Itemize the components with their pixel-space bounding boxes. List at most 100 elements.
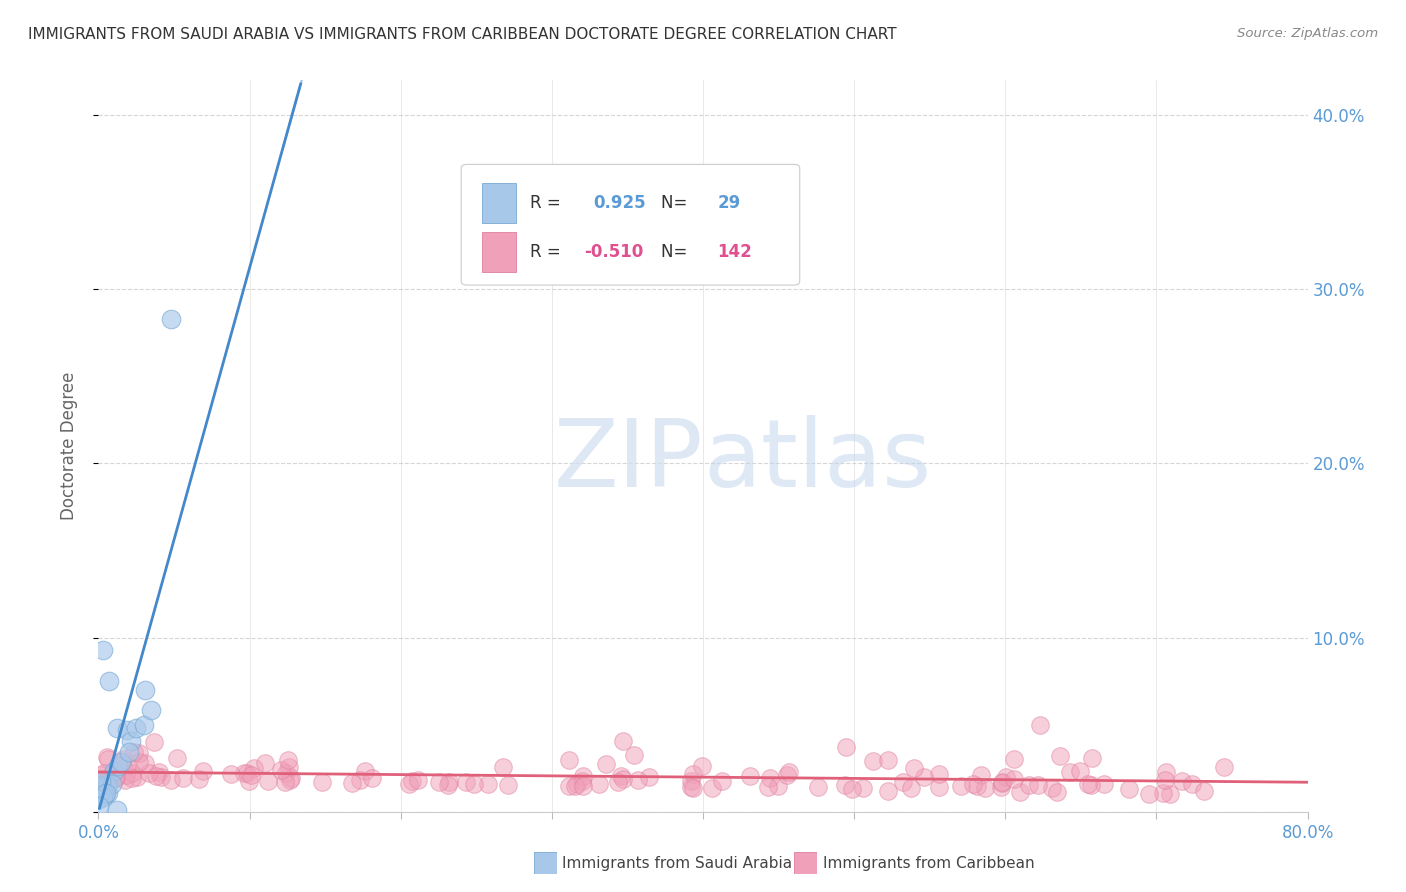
Point [612,772,634,786]
Point [738,769,761,783]
Point [120,734,142,748]
Point [994,770,1017,784]
Point [125,721,148,735]
Point [111,752,134,766]
Point [105,803,128,817]
Point [361,771,384,785]
Point [97,786,120,800]
Point [1154,764,1177,779]
Point [1152,787,1174,801]
Point [160,311,183,326]
Point [1077,777,1099,791]
Point [990,775,1012,789]
Point [97,772,120,787]
Text: R =: R = [530,194,567,212]
Point [311,774,333,789]
Point [437,774,460,789]
Point [862,754,884,768]
Text: Immigrants from Caribbean: Immigrants from Caribbean [823,856,1035,871]
Point [759,771,782,785]
Point [91,642,114,657]
Point [191,764,214,778]
Point [278,760,301,774]
Point [623,748,645,763]
Point [398,777,420,791]
Point [172,771,194,785]
Point [354,764,377,778]
Point [94,788,117,802]
Point [852,780,875,795]
Point [1153,773,1175,788]
Point [571,773,593,788]
Point [609,768,631,782]
Point [274,766,297,780]
Point [90,772,112,787]
Point [103,764,125,778]
Point [702,781,724,796]
Point [1029,717,1052,731]
Point [239,768,262,782]
Point [1192,784,1215,798]
Point [115,758,138,772]
Point [91,779,114,793]
Point [463,777,485,791]
Point [1137,788,1160,802]
Text: IMMIGRANTS FROM SAUDI ARABIA VS IMMIGRANTS FROM CARIBBEAN DOCTORATE DEGREE CORRE: IMMIGRANTS FROM SAUDI ARABIA VS IMMIGRAN… [28,27,897,42]
Point [682,767,704,781]
Point [679,780,702,795]
Point [572,769,595,783]
Point [427,775,450,789]
Point [1049,748,1071,763]
Point [114,773,136,788]
Point [1008,785,1031,799]
Point [125,770,148,784]
Point [1069,764,1091,778]
Point [477,776,499,790]
Point [87,798,110,813]
Point [595,756,617,771]
Point [270,763,292,777]
Point [121,772,143,786]
Point [638,771,661,785]
Point [1092,777,1115,791]
Point [93,766,115,780]
Point [990,780,1012,794]
Point [103,771,125,785]
Point [612,734,634,748]
Point [114,768,136,782]
Point [89,779,111,793]
Point [89,787,111,801]
Point [274,775,297,789]
Point [558,753,581,767]
Point [681,774,703,789]
Point [1059,764,1081,779]
Point [188,772,211,787]
Point [89,768,111,782]
Point [1159,787,1181,801]
Point [571,779,593,793]
Point [710,774,733,789]
Point [401,774,423,789]
Point [756,780,779,794]
Point [928,767,950,781]
Point [768,779,790,793]
Point [1212,760,1234,774]
Point [280,771,302,785]
Point [564,780,586,794]
Text: 0.925: 0.925 [593,194,645,212]
Point [118,745,141,759]
Point [841,782,863,797]
Point [834,778,856,792]
Point [236,766,259,780]
Point [110,755,132,769]
Point [1181,777,1204,791]
Point [1081,751,1104,765]
Point [97,752,120,766]
Point [627,773,650,788]
Point [962,777,984,791]
Point [257,773,280,788]
Point [1018,778,1040,792]
Point [132,718,155,732]
Point [101,777,124,791]
Point [991,775,1014,789]
